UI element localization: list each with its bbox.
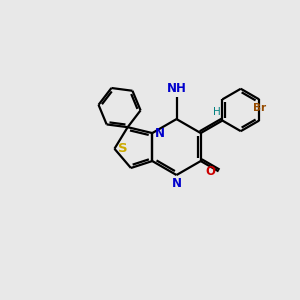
Text: H: H bbox=[213, 107, 221, 117]
Text: N: N bbox=[172, 177, 182, 190]
Text: O: O bbox=[206, 165, 216, 178]
Text: S: S bbox=[118, 142, 128, 155]
Text: NH: NH bbox=[167, 82, 186, 94]
Text: N: N bbox=[154, 127, 165, 140]
Text: Br: Br bbox=[253, 103, 266, 113]
